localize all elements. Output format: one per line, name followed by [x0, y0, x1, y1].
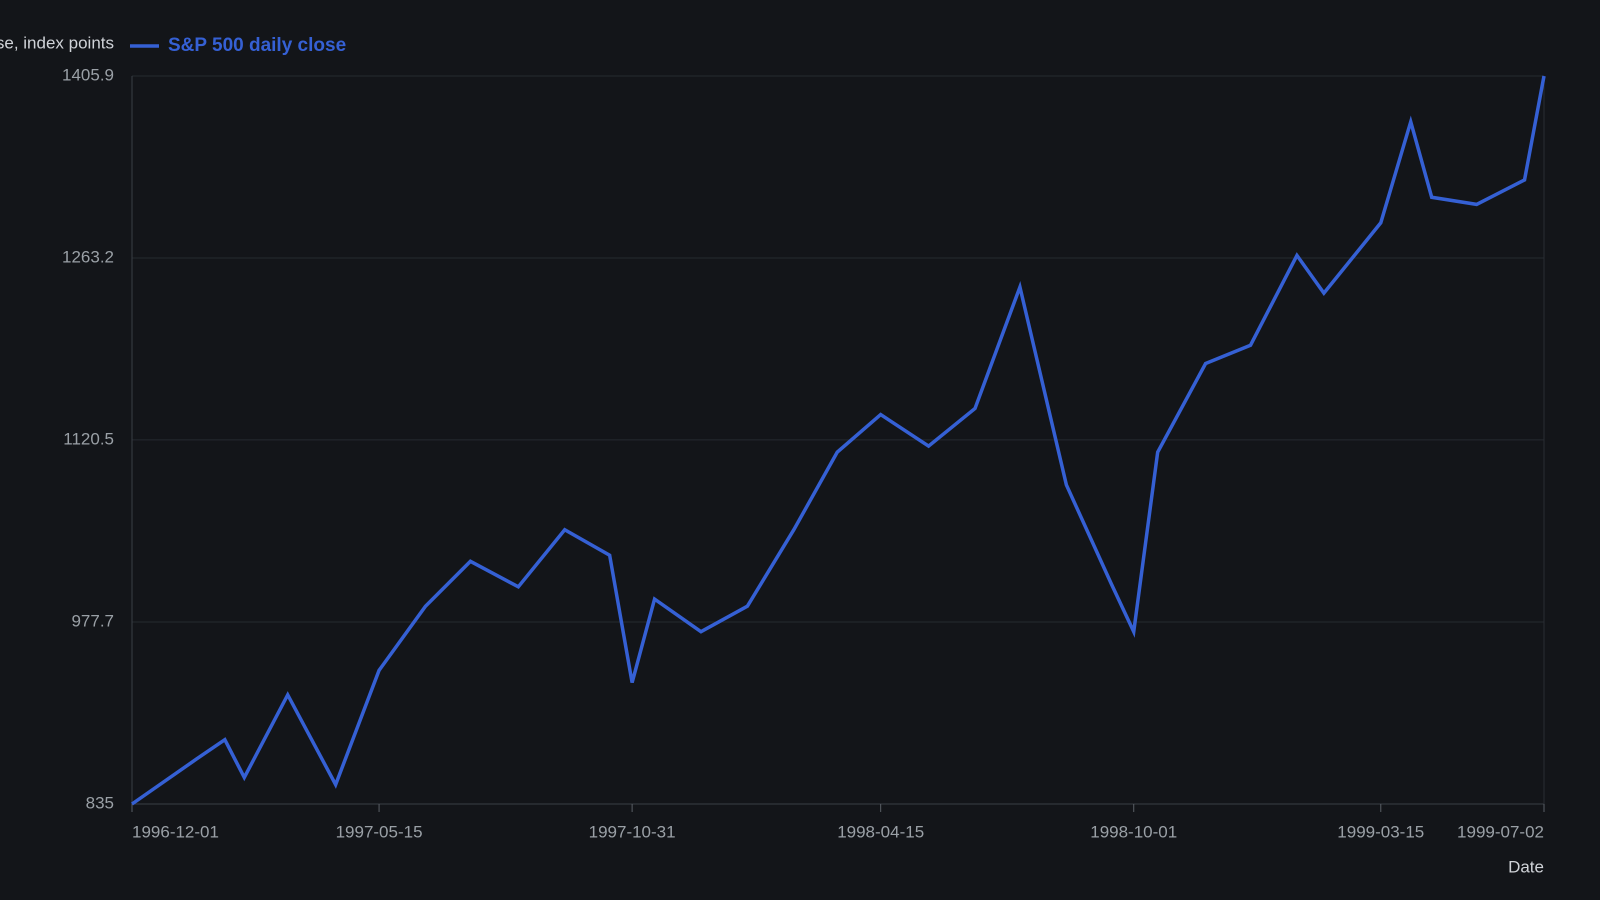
x-tick-label: 1996-12-01 [132, 822, 219, 841]
legend-label: S&P 500 daily close [168, 35, 346, 56]
y-tick-label: 977.7 [71, 612, 114, 631]
x-tick-label: 1997-10-31 [589, 822, 676, 841]
x-tick-label: 1998-10-01 [1090, 822, 1177, 841]
y-tick-label: 1120.5 [63, 429, 114, 448]
y-tick-label: 1405.9 [62, 65, 114, 84]
y-axis-label: Close, index points [0, 33, 114, 52]
series-line [130, 75, 1546, 806]
x-tick-label: 1997-05-15 [336, 822, 423, 841]
x-tick-label: 1998-04-15 [837, 822, 924, 841]
x-tick-label: 1999-03-15 [1337, 822, 1424, 841]
y-tick-label: 1263.2 [62, 247, 114, 266]
x-tick-label: 1999-07-02 [1457, 822, 1544, 841]
y-tick-label: 835 [86, 793, 114, 812]
x-axis-label: Date [1508, 857, 1544, 876]
